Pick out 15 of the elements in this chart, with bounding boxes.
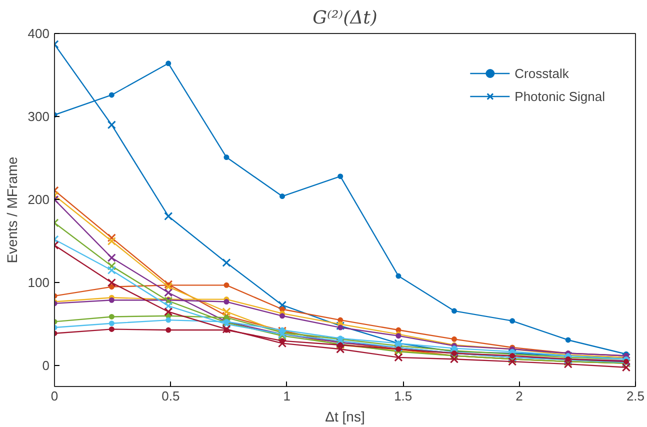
y-tick-label: 100 (28, 275, 50, 290)
x-tick-label: 1 (283, 388, 291, 404)
legend-label: Photonic Signal (514, 88, 605, 104)
y-tick-label: 300 (28, 109, 50, 124)
y-tick-label: 200 (28, 192, 50, 208)
y-axis-title: Events / MFrame (4, 156, 20, 264)
x-tick-label: 2 (516, 388, 523, 404)
x-axis-title: Δt [ns] (325, 408, 365, 424)
x-tick-label: 0.5 (162, 388, 180, 404)
x-tick-label: 2.5 (626, 388, 645, 404)
chart-title: G⁽²⁾(Δt) (312, 8, 378, 28)
legend-label: Crosstalk (514, 66, 569, 80)
x-tick-label: 1.5 (394, 388, 412, 404)
y-tick-label: 400 (28, 26, 50, 41)
y-tick-label: 0 (42, 358, 50, 374)
